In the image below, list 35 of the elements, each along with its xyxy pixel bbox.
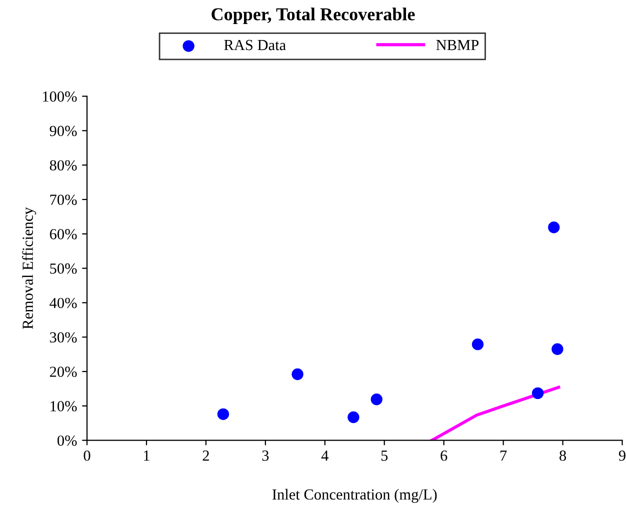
legend-label: RAS Data: [224, 40, 286, 50]
y-tick-label: 0%: [58, 435, 77, 446]
chart-title: Copper, Total Recoverable: [212, 8, 415, 24]
y-tick-label: 80%: [50, 160, 77, 171]
y-tick-label: 30%: [50, 332, 77, 343]
y-tick-label: 70%: [50, 194, 77, 205]
x-tick-label: 6: [440, 450, 448, 461]
point: [548, 222, 560, 234]
x-tick-label: 7: [500, 450, 507, 461]
point: [532, 387, 544, 400]
x-tick-label: 9: [618, 450, 626, 461]
line-series: [430, 386, 560, 440]
x-axis-title: Inlet Concentration (mg/L): [272, 488, 437, 503]
x-tick-label: 8: [560, 450, 566, 461]
x-tick-label: 0: [84, 450, 90, 461]
x-tick-label: 1: [144, 450, 150, 461]
y-tick-label: 50%: [50, 263, 77, 274]
point: [217, 408, 230, 420]
y-tick-label: 40%: [50, 298, 77, 308]
y-axis-title: Removal Efficiency: [22, 207, 36, 330]
point: [552, 343, 564, 355]
y-tick-label: 100%: [42, 91, 77, 102]
x-tick-label: 2: [202, 450, 209, 461]
point: [348, 411, 360, 424]
y-tick-label: 60%: [50, 229, 77, 240]
y-tick-label: 90%: [50, 126, 77, 136]
y-tick-label: 10%: [50, 401, 77, 412]
x-tick-label: 4: [321, 450, 328, 461]
point: [370, 394, 382, 406]
point: [292, 368, 304, 380]
x-tick-label: 5: [381, 450, 388, 461]
x-tick-label: 3: [262, 450, 269, 461]
legend-label: NBMP: [436, 40, 479, 50]
y-tick-label: 20%: [50, 366, 77, 378]
point: [472, 338, 484, 350]
